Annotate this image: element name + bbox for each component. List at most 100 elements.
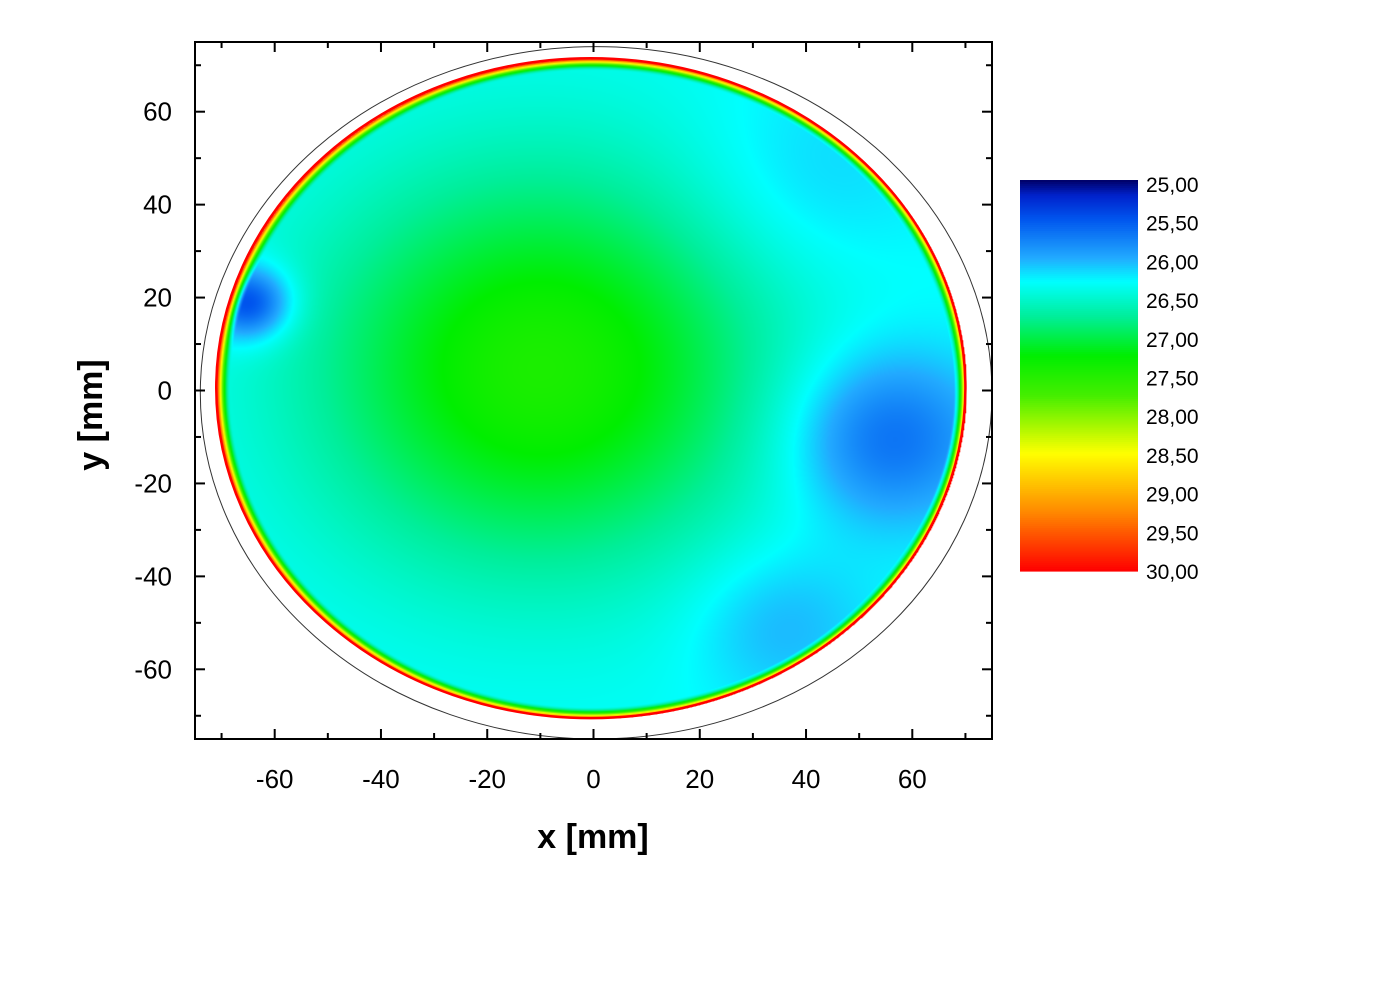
x-axis: -60 -40 -20 0 20 40 60 xyxy=(220,42,967,794)
colorbar-segment xyxy=(1020,514,1138,517)
colorbar-segment xyxy=(1020,203,1138,207)
colorbar-segment xyxy=(1020,408,1138,412)
colorbar-segment xyxy=(1020,520,1138,523)
colorbar-tick-label: 25,00 xyxy=(1146,174,1199,197)
colorbar-tick-label: 27,00 xyxy=(1146,329,1199,352)
colorbar-segment xyxy=(1020,445,1138,449)
colorbar-segment xyxy=(1020,377,1138,381)
heatmap-region xyxy=(215,57,967,720)
colorbar-segment xyxy=(1020,277,1138,281)
colorbar-segment xyxy=(1020,185,1138,189)
colorbar-tick-label: 28,00 xyxy=(1146,406,1199,429)
colorbar-segment xyxy=(1020,440,1138,443)
colorbar-segment xyxy=(1020,545,1138,549)
colorbar-segment xyxy=(1020,285,1138,289)
colorbar-segment xyxy=(1020,400,1138,404)
colorbar-segment xyxy=(1020,516,1138,519)
colorbar-segment xyxy=(1020,457,1138,461)
colorbar-segment xyxy=(1020,242,1138,246)
x-tick-label: 60 xyxy=(898,764,927,794)
y-axis: 60 40 20 0 -20 -40 -60 xyxy=(134,64,992,717)
colorbar-segment xyxy=(1020,453,1138,457)
colorbar-segment xyxy=(1020,293,1138,296)
y-tick-label: 40 xyxy=(143,190,172,220)
x-tick-label: 0 xyxy=(586,764,600,794)
colorbar-segment xyxy=(1020,551,1138,555)
colorbar-segment xyxy=(1020,283,1138,287)
colorbar-segment xyxy=(1020,518,1138,521)
colorbar-segment xyxy=(1020,252,1138,255)
colorbar-segment xyxy=(1020,430,1138,433)
colorbar-segment xyxy=(1020,424,1138,427)
colorbar-segment xyxy=(1020,350,1138,353)
colorbar-segment xyxy=(1020,438,1138,441)
colorbar-segment xyxy=(1020,488,1138,492)
colorbar-segment xyxy=(1020,232,1138,236)
colorbar-segment xyxy=(1020,531,1138,535)
colorbar-segment xyxy=(1020,187,1138,191)
colorbar-segment xyxy=(1020,381,1138,384)
colorbar-segment xyxy=(1020,309,1138,312)
outline-circle xyxy=(199,46,992,739)
colorbar-segment xyxy=(1020,420,1138,424)
colorbar-tick-label: 26,00 xyxy=(1146,251,1199,274)
colorbar-segment xyxy=(1020,375,1138,379)
colorbar-segment xyxy=(1020,207,1138,210)
colorbar-segment xyxy=(1020,508,1138,511)
colorbar-segment xyxy=(1020,295,1138,298)
colorbar-segment xyxy=(1020,244,1138,248)
colorbar-segment xyxy=(1020,234,1138,238)
colorbar-segment xyxy=(1020,211,1138,214)
colorbar-segment xyxy=(1020,260,1138,263)
colorbar-segment xyxy=(1020,397,1138,400)
colorbar-segment xyxy=(1020,494,1138,498)
colorbar-segment xyxy=(1020,275,1138,279)
colorbar-segment xyxy=(1020,307,1138,310)
colorbar-segment xyxy=(1020,238,1138,242)
colorbar-segment xyxy=(1020,256,1138,259)
colorbar-segment xyxy=(1020,404,1138,408)
colorbar-segment xyxy=(1020,543,1138,547)
colorbar-segment xyxy=(1020,406,1138,410)
colorbar-segment xyxy=(1020,191,1138,195)
colorbar-segment xyxy=(1020,195,1138,199)
colorbar-segment xyxy=(1020,477,1138,480)
colorbar-segment xyxy=(1020,352,1138,355)
x-tick-label: 20 xyxy=(685,764,714,794)
colorbar-segment xyxy=(1020,522,1138,525)
colorbar-segment xyxy=(1020,197,1138,201)
colorbar-segment xyxy=(1020,393,1138,396)
colorbar-segment xyxy=(1020,565,1138,568)
colorbar-segment xyxy=(1020,324,1138,328)
colorbar-segment xyxy=(1020,483,1138,486)
colorbar-segment xyxy=(1020,473,1138,476)
colorbar-segment xyxy=(1020,432,1138,435)
colorbar-segment xyxy=(1020,465,1138,468)
region-edge xyxy=(215,57,967,720)
colorbar-segment xyxy=(1020,563,1138,566)
colorbar-segment xyxy=(1020,486,1138,490)
colorbar-tick-label: 25,50 xyxy=(1146,213,1199,236)
colorbar-segment xyxy=(1020,250,1138,253)
colorbar-segment xyxy=(1020,496,1138,500)
colorbar-segment xyxy=(1020,340,1138,343)
colorbar-segment xyxy=(1020,463,1138,467)
colorbar-segment xyxy=(1020,391,1138,394)
x-tick-label: 40 xyxy=(792,764,821,794)
colorbar: 25,00 25,50 26,00 26,50 27,00 27,50 28,00 28,50… xyxy=(1020,174,1199,584)
x-tick-label: -60 xyxy=(256,764,294,794)
colorbar-segment xyxy=(1020,281,1138,285)
colorbar-segment xyxy=(1020,443,1138,447)
colorbar-segment xyxy=(1020,416,1138,420)
colorbar-segment xyxy=(1020,428,1138,431)
colorbar-segment xyxy=(1020,561,1138,564)
colorbar-segment xyxy=(1020,387,1138,390)
colorbar-segment xyxy=(1020,367,1138,371)
colorbar-segment xyxy=(1020,484,1138,488)
y-tick-label: 20 xyxy=(143,283,172,313)
colorbar-segment xyxy=(1020,357,1138,361)
colorbar-segment xyxy=(1020,461,1138,465)
colorbar-tick-label: 30,00 xyxy=(1146,561,1199,584)
colorbar-segment xyxy=(1020,402,1138,406)
colorbar-segment xyxy=(1020,553,1138,556)
